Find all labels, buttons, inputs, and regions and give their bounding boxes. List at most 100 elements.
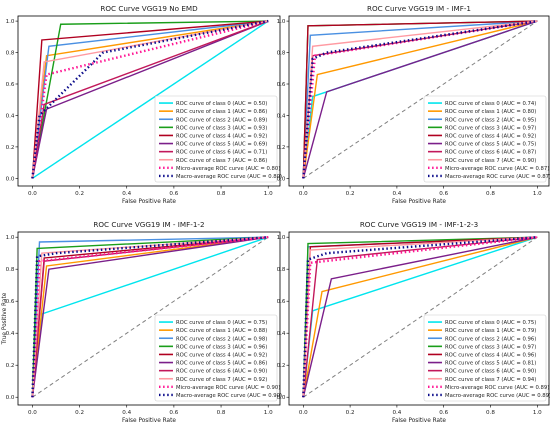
x-tick-label: 0.4 xyxy=(392,191,401,197)
x-tick-label: 0.6 xyxy=(169,191,178,197)
y-tick-label: 1.0 xyxy=(277,235,286,241)
y-tick-label: 0.4 xyxy=(6,331,15,337)
roc-panel-3: ROC Curve VGG19 IM - IMF-1-2 0.0 0.2 0.4 0.6… xyxy=(2,220,282,424)
chance-diagonal xyxy=(32,236,269,398)
legend-label: ROC curve of class 6 (AUC = 0.90) xyxy=(176,369,267,375)
legend-label: ROC curve of class 6 (AUC = 0.87) xyxy=(445,150,536,156)
x-tick-label: 0.0 xyxy=(28,191,37,197)
y-tick-label: 0.2 xyxy=(6,145,15,151)
legend-label: ROC curve of class 4 (AUC = 0.92) xyxy=(176,133,267,139)
legend-label: ROC curve of class 4 (AUC = 0.92) xyxy=(445,133,536,139)
legend-label: ROC curve of class 1 (AUC = 0.79) xyxy=(445,328,536,334)
legend-label: ROC curve of class 6 (AUC = 0.71) xyxy=(176,150,267,156)
x-tick-label: 0.6 xyxy=(439,191,448,197)
y-tick-label: 1.0 xyxy=(6,235,15,241)
legend: ROC curve of class 0 (AUC = 0.75) ROC cur… xyxy=(154,314,282,402)
legend-label: ROC curve of class 3 (AUC = 0.96) xyxy=(176,344,267,350)
legend-label: ROC curve of class 1 (AUC = 0.80) xyxy=(445,109,536,115)
roc-series-5 xyxy=(31,20,269,179)
roc-series-4 xyxy=(31,20,269,179)
x-tick-label: 1.0 xyxy=(533,410,542,416)
y-tick-label: 0.4 xyxy=(277,331,286,337)
roc-series-9 xyxy=(302,19,538,179)
x-tick-label: 1.0 xyxy=(264,191,273,197)
legend-label: ROC curve of class 4 (AUC = 0.96) xyxy=(445,352,536,358)
x-tick-label: 0.2 xyxy=(75,191,84,197)
x-tick-label: 0.8 xyxy=(486,410,495,416)
legend-label: ROC curve of class 0 (AUC = 0.75) xyxy=(176,320,267,326)
legend-label: ROC curve of class 5 (AUC = 0.69) xyxy=(176,142,267,148)
x-tick-label: 0.6 xyxy=(439,410,448,416)
legend-label: ROC curve of class 0 (AUC = 0.75) xyxy=(445,320,536,326)
legend-label: Macro-average ROC curve (AUC = 0.89) xyxy=(445,393,550,399)
chance-diagonal xyxy=(303,20,538,179)
legend-box xyxy=(154,314,278,402)
roc-series-3 xyxy=(31,20,269,179)
roc-series-1 xyxy=(302,20,538,179)
x-axis-label: False Positive Rate xyxy=(122,199,176,205)
legend: ROC curve of class 0 (AUC = 0.50) ROC cur… xyxy=(154,95,282,183)
legend-label: ROC curve of class 2 (AUC = 0.96) xyxy=(445,336,536,342)
y-tick-label: 0.2 xyxy=(277,363,286,369)
roc-series-7 xyxy=(31,20,269,179)
legend-label: ROC curve of class 2 (AUC = 0.89) xyxy=(176,117,267,123)
roc-series-7 xyxy=(31,236,269,398)
legend-label: ROC curve of class 7 (AUC = 0.86) xyxy=(176,158,267,164)
y-tick-label: 0.2 xyxy=(277,145,286,151)
x-axis-label: False Positive Rate xyxy=(392,418,446,424)
x-tick-label: 0.0 xyxy=(299,191,308,197)
legend-label: ROC curve of class 6 (AUC = 0.90) xyxy=(445,369,536,375)
legend-label: Micro-average ROC curve (AUC = 0.80) xyxy=(176,166,280,172)
legend-label: Macro-average ROC curve (AUC = 0.80) xyxy=(176,174,282,180)
y-tick-label: 1.0 xyxy=(6,19,15,25)
legend: ROC curve of class 0 (AUC = 0.74) ROC cur… xyxy=(423,95,550,183)
roc-series-7 xyxy=(302,236,538,398)
legend-label: ROC curve of class 7 (AUC = 0.90) xyxy=(445,158,536,164)
y-tick-label: 0.8 xyxy=(6,51,15,57)
roc-series-5 xyxy=(302,20,538,179)
legend-box xyxy=(423,95,547,183)
x-tick-label: 0.8 xyxy=(217,191,226,197)
roc-panel-4: ROC Curve VGG19 IM - IMF-1-2-3 0.0 0.2 0.4 0… xyxy=(277,220,550,424)
legend-label: ROC curve of class 1 (AUC = 0.88) xyxy=(176,328,267,334)
legend-label: ROC curve of class 3 (AUC = 0.93) xyxy=(176,125,267,131)
roc-series-1 xyxy=(302,236,538,398)
chart-title: ROC Curve VGG19 IM - IMF-1 xyxy=(367,4,471,13)
legend-label: ROC curve of class 5 (AUC = 0.81) xyxy=(445,361,536,367)
y-tick-label: 0.0 xyxy=(277,395,286,401)
legend-label: ROC curve of class 0 (AUC = 0.50) xyxy=(176,101,267,107)
y-tick-label: 1.0 xyxy=(277,19,286,25)
y-tick-label: 0.6 xyxy=(277,299,286,305)
roc-series-2 xyxy=(31,236,269,398)
x-tick-label: 0.0 xyxy=(299,410,308,416)
y-tick-label: 0.8 xyxy=(277,51,286,57)
roc-series-4 xyxy=(302,20,538,179)
legend-label: ROC curve of class 3 (AUC = 0.97) xyxy=(445,344,536,350)
x-tick-label: 0.2 xyxy=(346,191,355,197)
x-tick-label: 1.0 xyxy=(264,410,273,416)
legend-label: Macro-average ROC curve (AUC = 0.87) xyxy=(445,174,550,180)
x-tick-label: 0.2 xyxy=(75,410,84,416)
roc-series-2 xyxy=(31,20,269,179)
y-tick-label: 0.0 xyxy=(6,395,15,401)
legend-label: ROC curve of class 7 (AUC = 0.92) xyxy=(176,377,267,383)
x-tick-label: 0.4 xyxy=(392,410,401,416)
legend-label: ROC curve of class 1 (AUC = 0.86) xyxy=(176,109,267,115)
legend-label: ROC curve of class 5 (AUC = 0.86) xyxy=(176,361,267,367)
y-tick-label: 0.0 xyxy=(277,176,286,182)
legend-label: Micro-average ROC curve (AUC = 0.87) xyxy=(445,166,549,172)
chance-diagonal xyxy=(303,236,538,398)
y-tick-label: 0.8 xyxy=(6,267,15,273)
y-axis-label: True Positive Rate xyxy=(2,292,8,345)
roc-series-7 xyxy=(302,20,538,179)
y-tick-label: 0.0 xyxy=(6,176,15,182)
y-tick-label: 0.6 xyxy=(6,299,15,305)
y-tick-label: 0.4 xyxy=(277,113,286,119)
roc-series-1 xyxy=(31,236,269,398)
x-tick-label: 0.8 xyxy=(217,410,226,416)
x-tick-label: 0.2 xyxy=(346,410,355,416)
legend-label: Micro-average ROC curve (AUC = 0.90) xyxy=(176,385,280,391)
y-tick-label: 0.2 xyxy=(6,363,15,369)
x-tick-label: 0.8 xyxy=(486,191,495,197)
